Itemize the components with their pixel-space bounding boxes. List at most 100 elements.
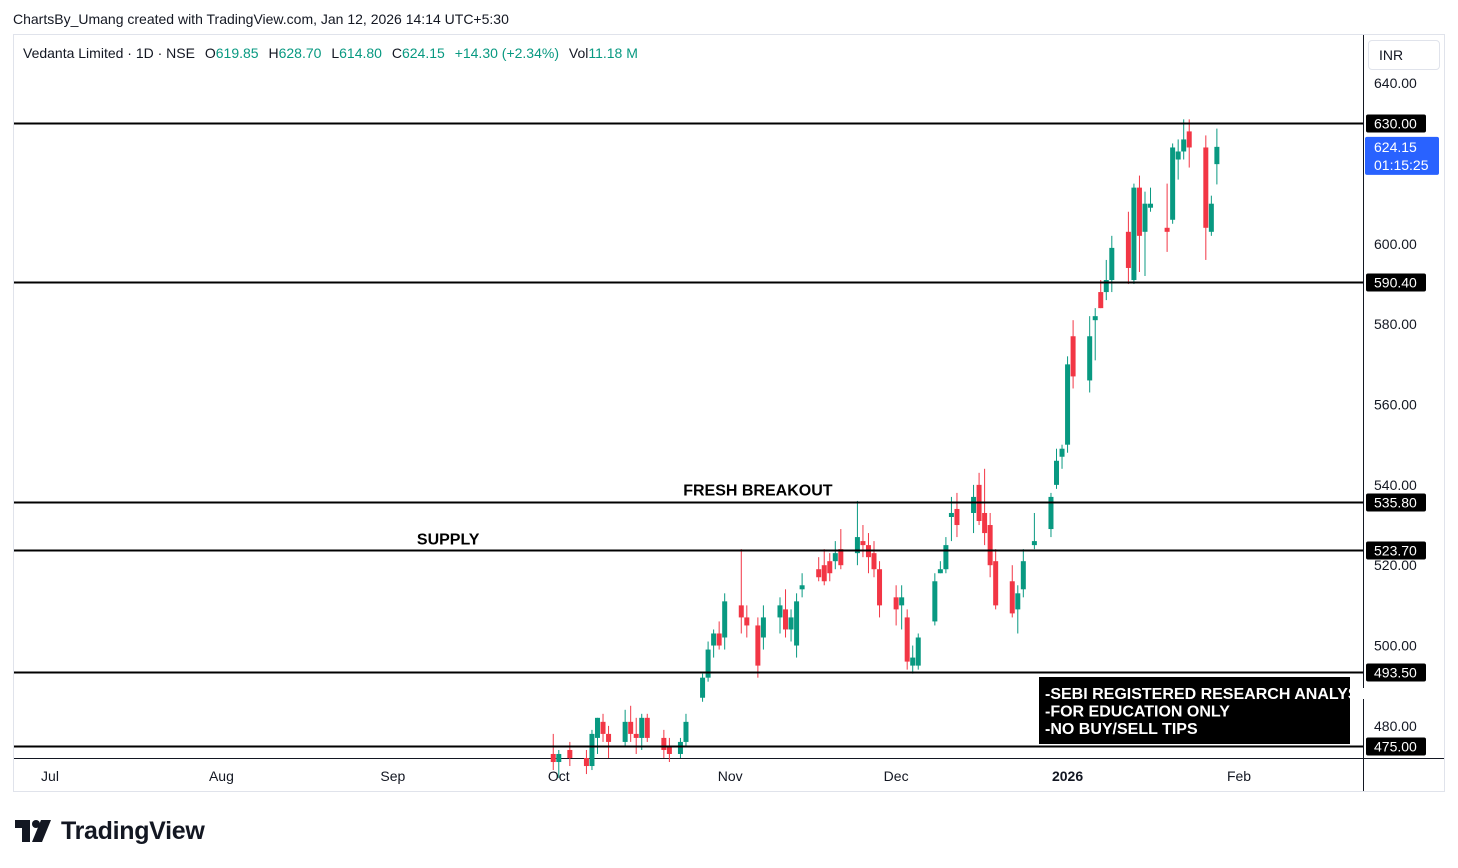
candle [594,717,600,754]
legend-low: 614.80 [339,45,382,61]
candle-body [943,545,949,570]
candle [948,496,954,542]
candle-body [1136,187,1142,236]
disclaimer-line: -SEBI REGISTERED RESEARCH ANALYST [1045,686,1369,703]
candle [628,705,634,742]
candle [1164,183,1170,252]
candle [854,500,860,566]
candle-body [661,737,667,750]
legend-change: +14.30 (+2.34%) [454,45,559,61]
candle [1203,135,1209,260]
candle [954,492,960,538]
candle-body [799,585,805,590]
candle [915,633,921,670]
time-axis: Jul Aug Sep Oct Nov Dec 2026 Feb [41,768,1251,784]
candle-body [639,717,645,738]
plot-area[interactable] [14,35,1363,758]
candle [633,717,639,754]
candle-body [1048,496,1054,530]
time-tick-label: 2026 [1052,768,1083,784]
candle [832,541,838,570]
candle-body [788,617,794,630]
candle-body [1148,203,1154,208]
candle-body [1203,147,1209,228]
legend-open-label: O [204,45,216,61]
candle-body [1175,151,1181,160]
candle [661,729,667,758]
tradingview-logo[interactable]: TradingView [15,816,205,846]
legend-vol: 11.18 M [588,45,638,61]
price-tick-label: 580.00 [1374,316,1417,332]
candle-body [1103,280,1109,293]
candle [943,537,949,574]
legend-close-label: C [391,45,402,61]
candle [860,525,866,558]
candle-body [666,745,672,754]
candle-body [821,565,827,582]
disclaimer-line: -FOR EDUCATION ONLY [1045,704,1230,721]
candle-body [628,721,634,734]
currency-selector[interactable]: INR [1368,40,1440,70]
candle-body [1070,336,1076,377]
candle-body [711,633,717,646]
candle-body [971,496,977,513]
candle [910,645,916,674]
candle [937,561,943,574]
candle-body [1109,247,1115,281]
candle [799,573,805,598]
level-tag-label: 590.40 [1374,275,1417,291]
candle [1048,492,1054,538]
time-tick-label: Aug [209,768,234,784]
candle [622,709,628,746]
last-price-tag: 624.15 01:15:25 [1365,136,1439,175]
candle-body [700,677,706,698]
candle [556,749,562,779]
candle-body [633,733,639,738]
candle [971,484,977,534]
candle [1181,119,1187,160]
tradingview-logo-text: TradingView [61,816,205,845]
candle-body [677,741,683,754]
candle-body [1020,561,1026,590]
candle-body [1009,581,1015,614]
candle-body [1087,336,1093,381]
chart-annotation[interactable]: FRESH BREAKOUT [683,483,833,500]
legend-high: 628.70 [278,45,322,61]
tradingview-logo-icon [15,820,51,842]
candle [1054,448,1060,489]
candle [705,641,711,682]
disclaimer-line: -NO BUY/SELL TIPS [1045,721,1198,738]
candle [904,609,910,670]
time-tick-label: Sep [380,768,405,784]
candle [1031,512,1037,550]
level-tag-label: 523.70 [1374,543,1417,559]
candle-body [1181,139,1187,152]
chart-annotation[interactable]: SUPPLY [417,531,480,548]
time-tick-label: Jul [41,768,59,784]
candle [838,529,844,570]
candle-body [899,597,905,606]
candle [1208,195,1214,236]
time-tick-label: Dec [884,768,909,784]
candle-body [567,749,573,758]
candle-body [777,605,783,618]
candle-body [1015,593,1021,610]
candle-body [910,657,916,666]
price-axis: 640.00 600.00 580.00 560.00 540.00 520.00 500.… [1374,75,1417,734]
candle-body [932,581,938,622]
candle-body [1065,364,1071,445]
candle [550,733,556,771]
candle [1142,191,1148,276]
price-tick-label: 640.00 [1374,75,1417,91]
level-tags: 630.00 590.40 535.80 523.70 493.50 475.00 [1366,114,1426,756]
legend-low-label: L [331,45,340,61]
candle [821,549,827,586]
price-tick-label: 520.00 [1374,557,1417,573]
candle-body [1125,231,1131,268]
legend-symbol[interactable]: Vedanta Limited · 1D · NSE [23,45,195,61]
candle [1148,187,1154,212]
candle-body [987,525,993,566]
candle [794,593,800,658]
candle [1098,280,1104,309]
